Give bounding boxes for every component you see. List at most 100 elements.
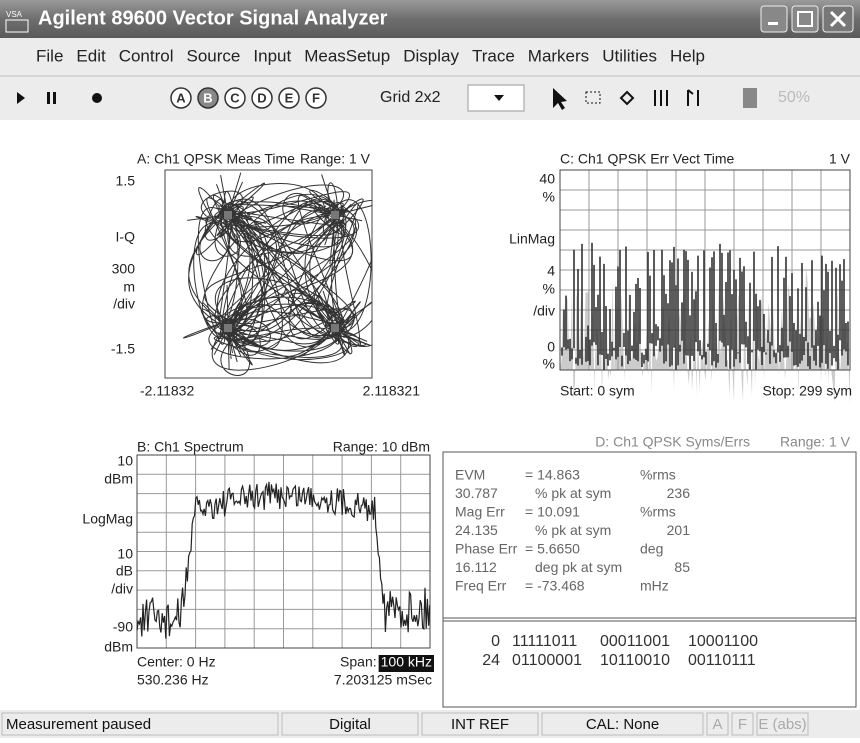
result-name: 30.787: [455, 485, 498, 501]
menu-item[interactable]: Markers: [528, 46, 589, 65]
y-axis-label: -90: [113, 619, 133, 635]
status-text: Measurement paused: [6, 716, 151, 733]
y-axis-label: I-Q: [116, 229, 136, 245]
status-cell: [1, 712, 279, 736]
menu-item[interactable]: Trace: [472, 46, 515, 65]
layout-dropdown[interactable]: [467, 84, 525, 112]
status-text: Digital: [329, 716, 371, 733]
results-box: [442, 451, 857, 708]
menu-item[interactable]: Input: [253, 46, 291, 65]
iq-box: [164, 169, 373, 379]
symbol-bits: 10001100: [688, 633, 758, 650]
y-axis-label: dB: [116, 563, 133, 579]
trace-button[interactable]: [251, 87, 273, 109]
marker-tool[interactable]: [619, 90, 635, 106]
y-axis-label: LogMag: [82, 511, 133, 527]
panel-title: A: Ch1 QPSK Meas Time: [137, 151, 295, 167]
y-axis-label: %: [543, 189, 555, 205]
trace-button-label: C: [230, 90, 240, 105]
y-axis-label: %: [543, 356, 555, 372]
y-axis-label: m: [123, 279, 135, 295]
panel-title: D: Ch1 QPSK Syms/Errs: [595, 434, 750, 450]
y-axis-label: /div: [533, 303, 555, 319]
trace-button-label: A: [176, 90, 186, 105]
y-axis-label: -1.5: [111, 341, 135, 357]
trace-button-label: E: [285, 90, 294, 105]
dropdown-arrow: [494, 95, 504, 101]
status-text: E (abs): [758, 716, 806, 733]
menu-item[interactable]: MeasSetup: [304, 46, 390, 65]
trace-button[interactable]: [278, 87, 300, 109]
y-axis-label: 40: [539, 171, 555, 187]
trace-button[interactable]: [305, 87, 327, 109]
y-axis-label: LinMag: [509, 231, 555, 247]
window-buttons: [760, 5, 854, 33]
status-bar: [0, 710, 860, 738]
minimize-icon: [768, 22, 778, 25]
menu-item[interactable]: Help: [670, 46, 705, 65]
symbol-bits: 00110111: [688, 652, 756, 669]
result-value: = 10.091: [525, 504, 580, 520]
menu-item[interactable]: Source: [187, 46, 241, 65]
pause-button[interactable]: [47, 92, 50, 104]
y-axis-label: 300: [112, 261, 136, 277]
x-stop-label: 2.118321: [363, 383, 421, 399]
menu-item[interactable]: Utilities: [602, 46, 657, 65]
symbol-bits: 11111011: [512, 633, 577, 650]
menu-item[interactable]: File: [36, 46, 63, 65]
iq-box-border: [164, 169, 373, 379]
maximize-button[interactable]: [791, 5, 819, 33]
y-axis-label: 10: [117, 546, 133, 562]
trace-button-label: B: [203, 90, 212, 105]
x-stop-label: Stop: 299 sym: [763, 383, 853, 399]
panel-title: B: Ch1 Spectrum: [137, 439, 244, 455]
status-cell: [421, 712, 539, 736]
y-axis-label: 0: [547, 339, 555, 355]
record-button[interactable]: [92, 93, 102, 103]
symbol-bits: 00011001: [600, 633, 670, 650]
span-label: Span:: [340, 654, 377, 670]
trace-button[interactable]: [224, 87, 246, 109]
band-tool[interactable]: [654, 90, 668, 106]
trace-button-label: D: [257, 90, 266, 105]
play-button[interactable]: [17, 92, 25, 104]
result-name: 24.135: [455, 522, 498, 538]
err-grid: [559, 169, 851, 371]
result-value: deg pk at sym: [535, 559, 622, 575]
y-axis-label: 1.5: [116, 173, 136, 189]
menu-item[interactable]: Control: [119, 46, 174, 65]
menu-item[interactable]: Edit: [76, 46, 106, 65]
status-cell: [281, 712, 419, 736]
app-icon: VSA: [6, 10, 23, 19]
minimize-button[interactable]: [760, 5, 788, 33]
result-value: % pk at sym: [535, 485, 611, 501]
level-icon: [743, 88, 757, 108]
spectrum-grid-border: [136, 454, 431, 649]
constellation-point: [224, 211, 232, 219]
status-text: INT REF: [451, 716, 509, 733]
select-tool[interactable]: [585, 91, 601, 104]
menu-item[interactable]: Display: [403, 46, 459, 65]
x-start-label: -2.11832: [140, 383, 194, 399]
window-title: Agilent 89600 Vector Signal Analyzer: [38, 7, 388, 29]
y-axis-label: /div: [113, 296, 135, 312]
trace-button[interactable]: [197, 87, 219, 109]
x-start-label: Start: 0 sym: [560, 383, 635, 399]
status-cell: [731, 712, 754, 736]
status-text: CAL: None: [586, 716, 659, 733]
panel-range: Range: 1 V: [780, 434, 851, 450]
span-highlight: [378, 655, 434, 672]
maximize-icon: [797, 11, 813, 27]
err-grid-border: [559, 169, 851, 371]
y-axis-label: 10: [117, 453, 133, 469]
layout-selector[interactable]: Grid 2x2: [380, 89, 441, 106]
pointer-tool[interactable]: [553, 88, 567, 110]
result-name: Mag Err: [455, 504, 505, 520]
close-icon: [829, 10, 847, 28]
result-unit: %rms: [640, 467, 676, 483]
delta-tool[interactable]: [687, 89, 699, 106]
status-cell: [706, 712, 729, 736]
trace-button[interactable]: [170, 87, 192, 109]
status-text: A: [712, 716, 722, 733]
